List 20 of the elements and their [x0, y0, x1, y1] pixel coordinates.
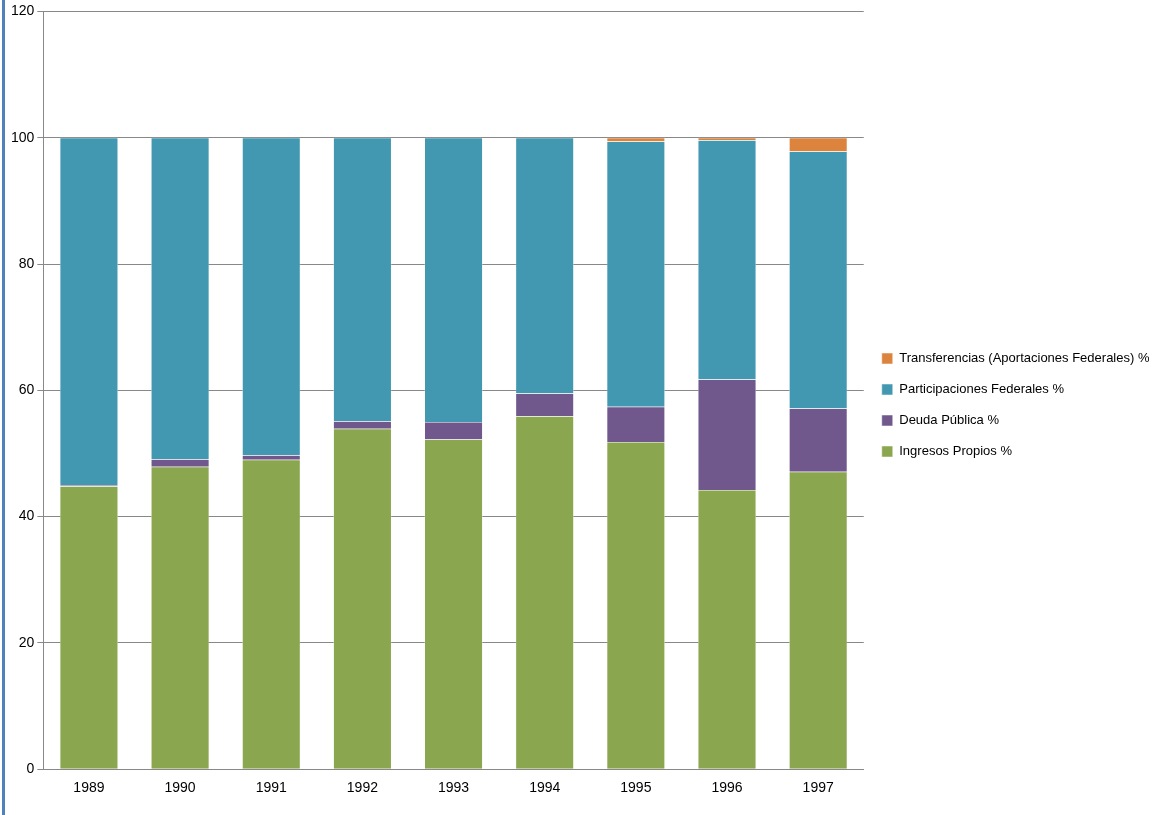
x-tick-label: 1996 — [711, 779, 743, 796]
x-tick-label: 1995 — [620, 779, 652, 796]
y-tick-label: 40 — [18, 507, 35, 524]
legend-label: Deuda Pública % — [899, 412, 1000, 428]
y-tick-label: 60 — [18, 381, 35, 398]
x-tick-label: 1989 — [73, 779, 105, 796]
x-tick-label: 1990 — [164, 779, 196, 796]
y-tick-label: 80 — [18, 254, 35, 271]
legend-label: Ingresos Propios % — [899, 443, 1013, 459]
y-tick-label: 100 — [11, 128, 35, 145]
y-tick-label: 120 — [11, 2, 35, 19]
x-tick-label: 1991 — [255, 779, 288, 796]
x-tick-label: 1993 — [437, 779, 470, 796]
y-tick-label: 20 — [18, 633, 35, 650]
legend-label: Participaciones Federales % — [899, 381, 1065, 397]
x-tick-label: 1994 — [529, 779, 561, 796]
legend-label: Transferencias (Aportaciones Federales) % — [899, 350, 1150, 366]
x-tick-label: 1997 — [802, 779, 834, 796]
x-tick-label: 1992 — [346, 779, 379, 796]
y-tick-label: 0 — [26, 760, 35, 777]
